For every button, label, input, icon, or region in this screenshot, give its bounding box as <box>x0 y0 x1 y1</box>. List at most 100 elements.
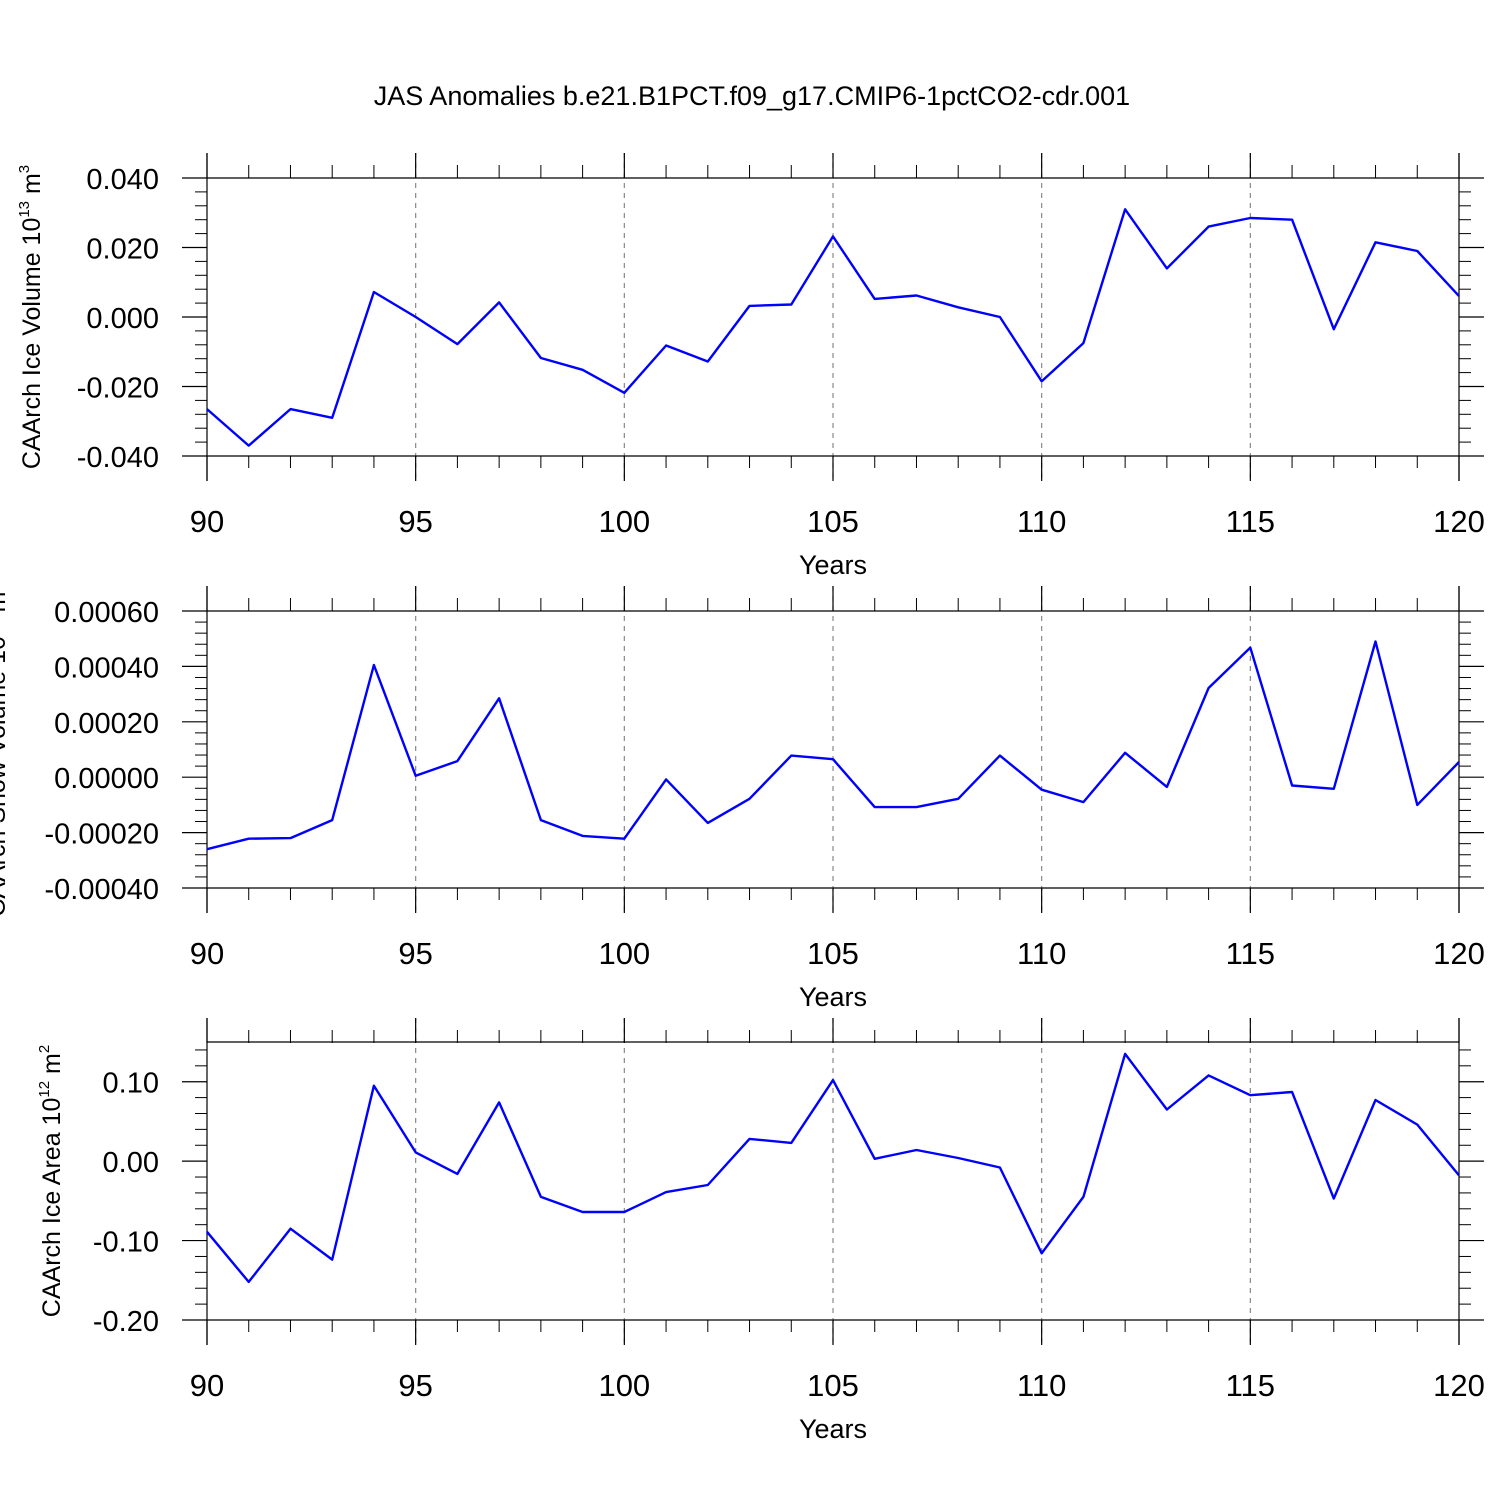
data-point <box>1124 1053 1126 1055</box>
data-point <box>1416 250 1418 252</box>
data-point <box>1416 804 1418 806</box>
x-tick-label: 105 <box>807 1368 859 1403</box>
y-tick-label: 0.00040 <box>54 652 159 684</box>
y-tick-label: 0.00060 <box>54 597 159 629</box>
data-point <box>248 444 250 446</box>
data-point <box>790 303 792 305</box>
data-point <box>623 1211 625 1213</box>
figure-title: JAS Anomalies b.e21.B1PCT.f09_g17.CMIP6-… <box>374 81 1130 111</box>
data-point <box>331 1258 333 1260</box>
data-point <box>414 316 416 318</box>
y-axis-label-main: CAArch Ice Volume 10 <box>18 218 46 470</box>
x-tick-label: 90 <box>190 1368 224 1403</box>
y-axis-label-unit-exp: 2 <box>36 1045 53 1053</box>
data-point <box>1082 1196 1084 1198</box>
data-point <box>665 344 667 346</box>
data-point <box>1249 217 1251 219</box>
data-point <box>331 417 333 419</box>
data-point <box>540 357 542 359</box>
data-point <box>248 1281 250 1283</box>
data-point <box>1333 1197 1335 1199</box>
data-point <box>790 754 792 756</box>
data-point <box>373 291 375 293</box>
data-point <box>790 1142 792 1144</box>
data-point <box>206 408 208 410</box>
data-point <box>1416 1123 1418 1125</box>
x-tick-label: 95 <box>398 1368 432 1403</box>
data-point <box>915 806 917 808</box>
data-point <box>665 1191 667 1193</box>
data-point <box>748 305 750 307</box>
data-point <box>1124 752 1126 754</box>
data-point <box>748 798 750 800</box>
data-point <box>456 760 458 762</box>
x-tick-label: 115 <box>1226 1368 1275 1403</box>
x-tick-label: 100 <box>598 504 650 539</box>
data-point <box>373 664 375 666</box>
x-axis-label: Years <box>799 1414 867 1444</box>
data-point <box>1040 788 1042 790</box>
x-tick-label: 90 <box>190 504 224 539</box>
y-tick-label: 0.00000 <box>54 763 159 795</box>
y-tick-label: -0.00040 <box>45 874 160 906</box>
y-axis-label: CAArch Ice Area 1012 m2 <box>36 1045 66 1317</box>
data-point <box>289 837 291 839</box>
x-tick-label: 90 <box>190 936 224 971</box>
data-point <box>1374 640 1376 642</box>
y-tick-label: -0.020 <box>77 373 159 405</box>
data-point <box>748 1138 750 1140</box>
x-axis-label: Years <box>799 982 867 1012</box>
x-tick-label: 95 <box>398 504 432 539</box>
data-point <box>456 1173 458 1175</box>
data-point <box>957 1157 959 1159</box>
x-tick-label: 110 <box>1017 936 1066 971</box>
x-tick-label: 110 <box>1017 1368 1066 1403</box>
data-point <box>1040 380 1042 382</box>
x-tick-label: 95 <box>398 936 432 971</box>
data-point <box>1374 241 1376 243</box>
data-point <box>331 819 333 821</box>
data-point <box>248 837 250 839</box>
data-point <box>665 778 667 780</box>
panel-1: 90 95 100 105 110 115 120 -0.040 -0.020 0.000 0.02… <box>16 153 1485 580</box>
y-tick-label: 0.000 <box>86 303 159 335</box>
data-point <box>1207 687 1209 689</box>
data-point <box>915 1149 917 1151</box>
y-axis-label-unit: m <box>0 592 11 620</box>
y-axis-label-unit: m <box>38 1053 66 1081</box>
series-line <box>206 640 1460 851</box>
data-point <box>289 408 291 410</box>
data-point <box>832 1079 834 1081</box>
data-point <box>707 360 709 362</box>
x-tick-label: 105 <box>807 936 859 971</box>
data-point <box>707 1184 709 1186</box>
y-axis-label-main: CAArch Ice Area 10 <box>38 1098 66 1318</box>
data-point <box>1207 225 1209 227</box>
data-point <box>206 1231 208 1233</box>
x-tick-label: 100 <box>598 1368 650 1403</box>
data-point <box>957 798 959 800</box>
data-point <box>1458 1174 1460 1176</box>
y-tick-label: -0.00020 <box>45 819 160 851</box>
data-point <box>498 301 500 303</box>
data-point <box>1291 1091 1293 1093</box>
data-point <box>289 1227 291 1229</box>
data-point <box>999 1166 1001 1168</box>
data-point <box>581 369 583 371</box>
x-tick-label: 120 <box>1433 504 1485 539</box>
y-tick-label: -0.20 <box>93 1306 159 1338</box>
data-point <box>1458 761 1460 763</box>
data-point <box>1249 646 1251 648</box>
data-point <box>1166 267 1168 269</box>
data-point <box>414 1151 416 1153</box>
y-tick-label: 0.020 <box>86 234 159 266</box>
data-point <box>1124 208 1126 210</box>
data-point <box>581 835 583 837</box>
x-axis-label: Years <box>799 550 867 580</box>
data-point <box>206 848 208 850</box>
y-tick-label: 0.10 <box>103 1068 159 1100</box>
x-tick-label: 110 <box>1017 504 1066 539</box>
x-tick-label: 120 <box>1433 1368 1485 1403</box>
data-point <box>498 1101 500 1103</box>
